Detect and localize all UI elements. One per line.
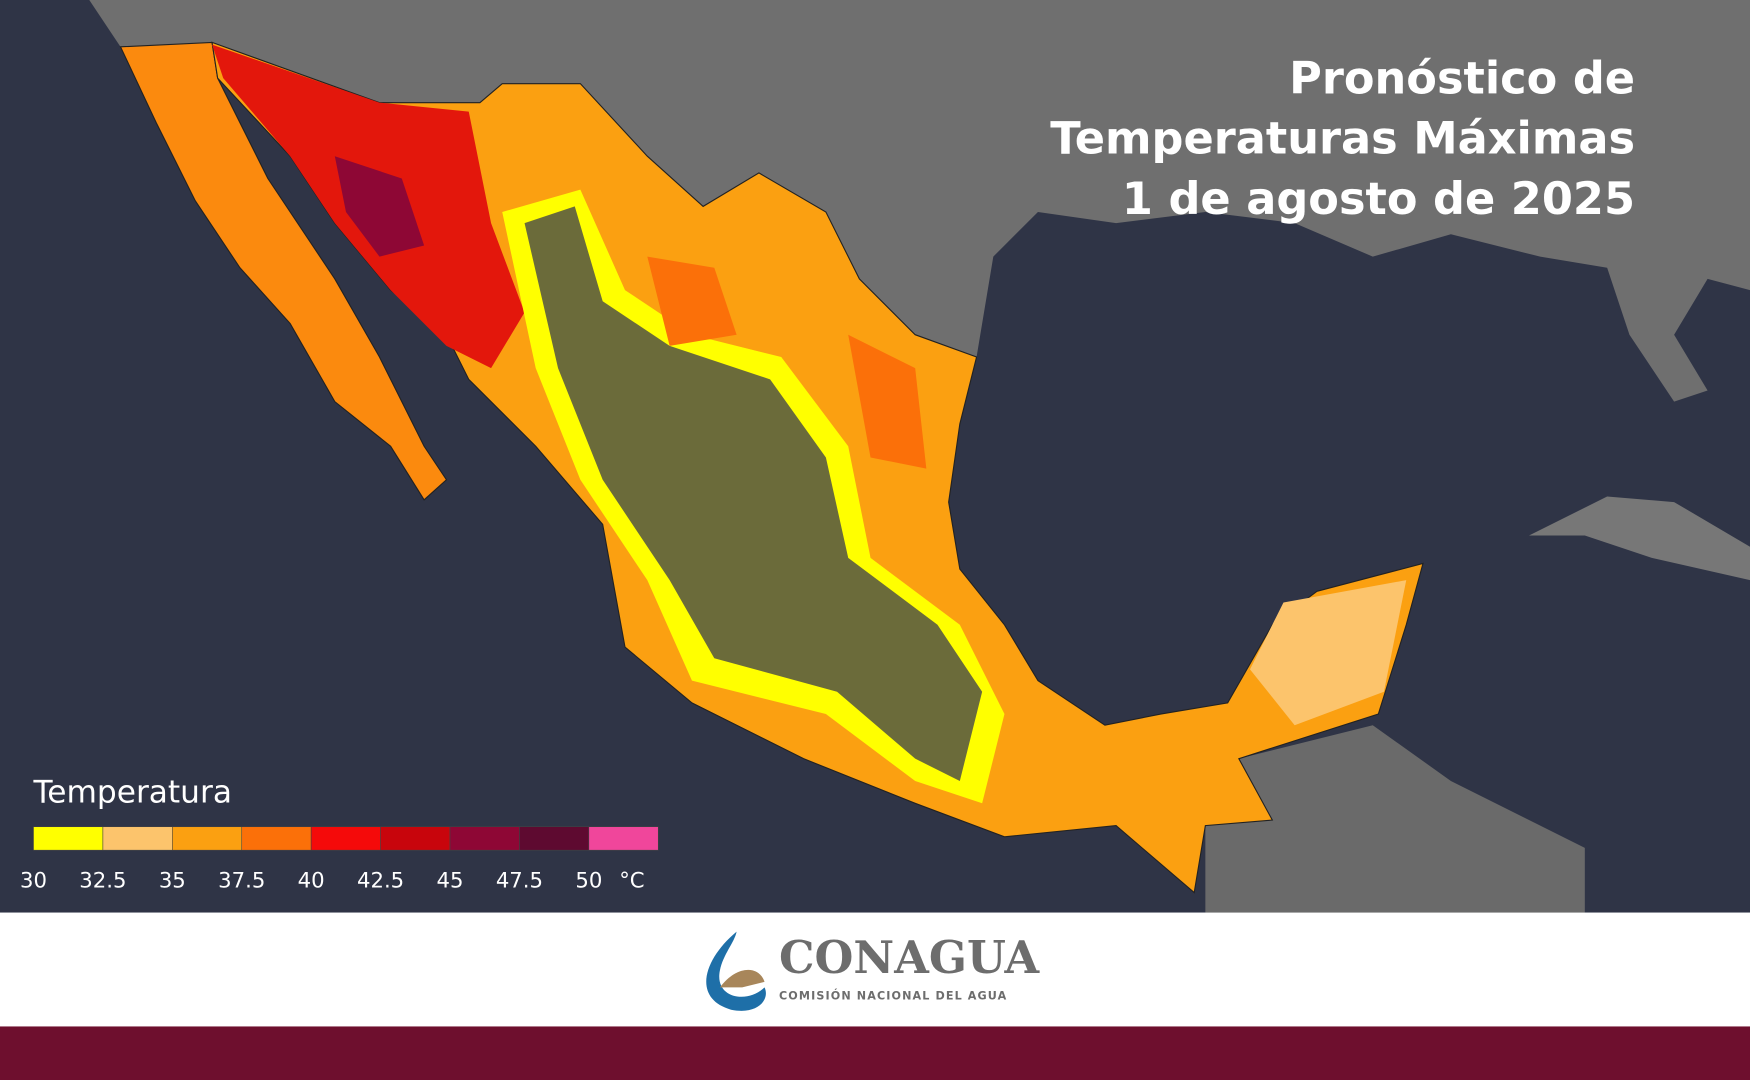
legend-title: Temperatura [32, 774, 232, 810]
legend-swatch [380, 826, 451, 851]
baja-california [119, 41, 448, 501]
legend-tick-label: 42.5 [357, 867, 404, 892]
central-america [1205, 725, 1585, 913]
footer-stripe [0, 1026, 1750, 1080]
legend-tick-label: 50 [575, 867, 602, 892]
footer-band [0, 912, 1750, 1027]
title-line: 1 de agosto de 2025 [1122, 173, 1635, 225]
logo-drop [706, 931, 766, 1011]
legend-tick-label: 30 [20, 867, 47, 892]
legend-tick-label: 37.5 [218, 867, 265, 892]
legend-swatch [519, 826, 590, 851]
legend-swatch [33, 826, 104, 851]
us-land [89, 0, 1750, 402]
title-line: Temperaturas Máximas [1050, 113, 1635, 165]
hottest-zone [334, 156, 425, 257]
legend-swatch [102, 826, 173, 851]
legend-swatch [241, 826, 312, 851]
legend-swatch [172, 826, 243, 851]
title-line: Pronóstico de [1289, 52, 1635, 104]
logo-name: CONAGUA [779, 931, 1040, 984]
yucatan [1250, 580, 1407, 726]
legend-tick-label: 32.5 [79, 867, 126, 892]
legend-swatch [449, 826, 520, 851]
legend-swatch [310, 826, 381, 851]
legend-swatch [588, 826, 659, 851]
legend-tick-label: 40 [298, 867, 325, 892]
legend-tick-label: 45 [437, 867, 464, 892]
legend-tick-label: 47.5 [496, 867, 543, 892]
legend-tick-label: 35 [159, 867, 186, 892]
logo-subtitle: COMISIÓN NACIONAL DEL AGUA [779, 989, 1007, 1002]
logo-icon [706, 931, 766, 1011]
highlands [524, 206, 983, 781]
cuba [1529, 496, 1750, 581]
logo-eagle [719, 969, 765, 988]
legend-unit: °C [619, 867, 644, 892]
warm-patches [647, 256, 927, 469]
